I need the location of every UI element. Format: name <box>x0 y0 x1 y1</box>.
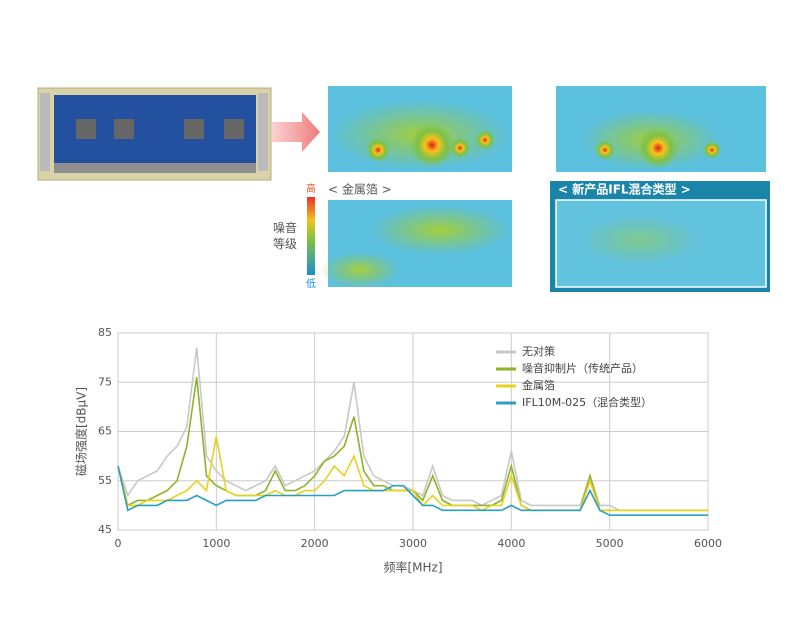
y-tick-label: 55 <box>98 474 112 487</box>
series-line <box>117 465 708 516</box>
legend-label: 无对策 <box>522 344 555 358</box>
chart: 45 55 65 75 85 0 1000 2000 3000 4000 5000 6000 频率[MH… <box>74 326 723 575</box>
legend-label: IFL10M-025（混合类型） <box>522 395 652 409</box>
x-tick-label: 5000 <box>596 537 624 550</box>
scale-title-box: 噪音等级 <box>272 221 297 251</box>
panel-label: < 新产品IFL混合类型 > <box>558 182 691 197</box>
heatmap <box>328 86 512 172</box>
color-scale <box>307 197 315 275</box>
x-axis-label: 频率[MHz] <box>383 560 442 575</box>
scale-title: 噪音等级 <box>272 221 297 251</box>
x-tick-label: 1000 <box>202 537 230 550</box>
heatmap <box>555 199 767 288</box>
x-tick-label: 0 <box>115 537 122 550</box>
x-tick-label: 4000 <box>497 537 525 550</box>
y-tick-label: 85 <box>98 326 112 339</box>
heatmap <box>556 86 766 172</box>
x-tick-label: 6000 <box>694 537 722 550</box>
y-tick-label: 75 <box>98 375 112 388</box>
panel-label: < 金属箔 > <box>328 182 392 197</box>
series-line <box>117 436 708 512</box>
arrow <box>272 112 320 152</box>
legend-label: 噪音抑制片（传统产品） <box>522 361 643 375</box>
pcb-image <box>37 87 272 181</box>
heatmap <box>320 200 512 288</box>
scale-low: 低 <box>306 277 316 290</box>
scale-high: 高 <box>306 182 316 195</box>
y-tick-label: 45 <box>98 523 112 536</box>
x-tick-label: 3000 <box>399 537 427 550</box>
y-tick-label: 65 <box>98 425 112 438</box>
y-axis-label: 磁场强度[dBμV] <box>74 387 89 476</box>
x-tick-label: 2000 <box>301 537 329 550</box>
legend-label: 金属箔 <box>522 378 555 392</box>
